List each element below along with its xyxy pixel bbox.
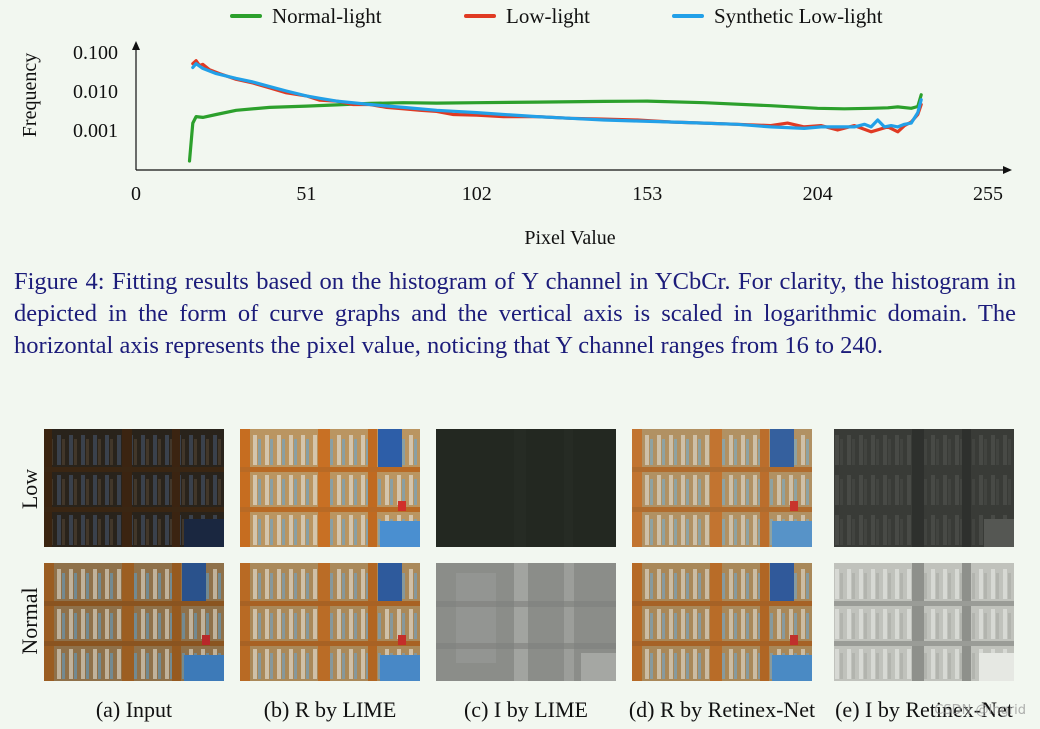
- histogram-chart: 0 51 102 153 204 255 0.100 0.010 0.001 Pixel Valu…: [19, 4, 1012, 249]
- x-tick-label: 51: [296, 183, 316, 205]
- y-tick-label: 0.100: [73, 42, 118, 64]
- y-axis-arrow: [132, 41, 140, 50]
- row-label-normal: Normal: [17, 587, 42, 655]
- watermark: CSDN @Ingrid: [934, 703, 1026, 718]
- legend-label-0: Normal-light: [272, 4, 382, 28]
- legend-label-1: Low-light: [506, 4, 590, 28]
- image-low-r-retinexnet: [632, 429, 812, 547]
- image-low-i-retinexnet: [834, 429, 1014, 547]
- x-tick-label: 153: [632, 183, 662, 205]
- x-axis-arrow: [1003, 166, 1012, 174]
- y-tick-label: 0.010: [73, 81, 118, 103]
- x-tick-label: 204: [803, 183, 833, 205]
- image-normal-r-lime: [240, 563, 420, 681]
- x-tick-label: 0: [131, 183, 141, 205]
- image-low-input: [44, 429, 224, 547]
- legend-label-2: Synthetic Low-light: [714, 4, 883, 28]
- column-label-a: (a) Input: [95, 697, 173, 722]
- image-normal-i-retinexnet: [834, 563, 1014, 681]
- image-normal-input: [44, 563, 224, 681]
- column-label-b: (b) R by LIME: [263, 697, 397, 722]
- image-low-r-lime: [240, 429, 420, 547]
- x-tick-label: 255: [973, 183, 1003, 205]
- series-line-0: [187, 93, 923, 163]
- x-tick-label: 102: [462, 183, 492, 205]
- column-label-c: (c) I by LIME: [463, 697, 588, 722]
- column-label-e: (e) I by Retinex-Net: [835, 697, 1013, 722]
- y-tick-label: 0.001: [73, 120, 118, 142]
- row-label-low: Low: [17, 468, 42, 510]
- y-axis-label: Frequency: [19, 53, 41, 137]
- series-line-2: [191, 62, 923, 130]
- column-label-d: (d) R by Retinex-Net: [628, 697, 816, 722]
- image-normal-i-lime: [436, 563, 616, 681]
- image-low-i-lime: [436, 429, 616, 547]
- figure-caption: Figure 4: Fitting results based on the h…: [14, 268, 1016, 359]
- image-normal-r-retinexnet: [632, 563, 812, 681]
- x-axis-label: Pixel Value: [524, 227, 615, 249]
